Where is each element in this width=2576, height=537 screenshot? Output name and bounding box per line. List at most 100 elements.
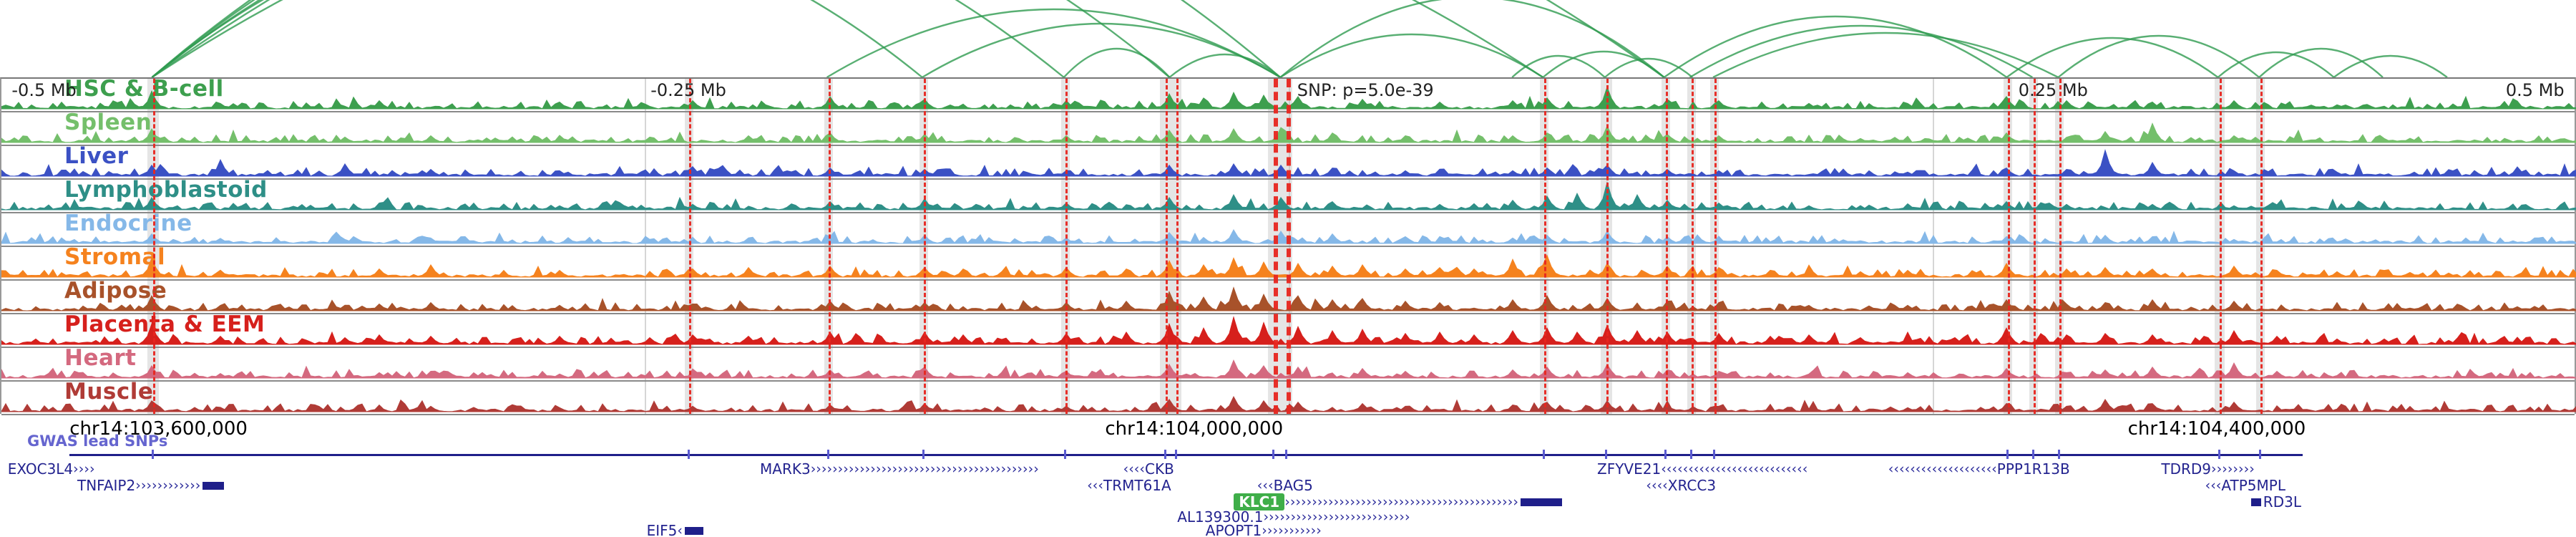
- lead-snp-dashed-line: [1287, 79, 1292, 414]
- gene-klc1: KLC1 ››››››››››››››››››››››››››››››››››››…: [1234, 493, 1564, 511]
- track-signal: [1, 86, 2576, 110]
- snp-dashed-line: [1606, 79, 1609, 414]
- gwas-lead-snps-label: GWAS lead SNPs: [27, 432, 168, 450]
- ruler-label: -0.25 Mb: [650, 80, 726, 100]
- tracks-panel: HSC & B-cell Spleen Liver Lymphoblastoid End…: [0, 76, 2576, 415]
- snp-dashed-line: [2059, 79, 2062, 414]
- gene-strand-arrows: ‹‹‹: [2205, 477, 2222, 493]
- track-label: Heart: [64, 345, 137, 371]
- snp-dashed-line: [1176, 79, 1179, 414]
- snp-dashed-line: [1544, 79, 1547, 414]
- gene-tdrd9: TDRD9 ››››››››: [2161, 460, 2254, 478]
- gene-atp5mpl: ‹‹‹ ATP5MPL: [2205, 477, 2285, 494]
- gwas-snp-tick: [1272, 450, 1275, 459]
- track-signal: [1, 316, 2576, 345]
- gene-label: ZFYVE21: [1597, 460, 1662, 478]
- interaction-arc: [1511, 54, 1606, 78]
- track-label: Placenta & EEM: [64, 311, 265, 337]
- gene-strand-arrows: ‹‹‹: [1087, 477, 1103, 493]
- interaction-arcs-panel: [151, 0, 2448, 79]
- gwas-snp-tick: [826, 450, 829, 459]
- gene-bag5: ‹‹‹ BAG5: [1257, 477, 1313, 494]
- interaction-arc: [1279, 33, 1544, 79]
- gene-strand-arrows: ‹‹‹: [1257, 477, 1274, 493]
- snp-dashed-line: [2034, 79, 2036, 414]
- gene-exon-block: [203, 481, 225, 490]
- gene-label: EIF5: [646, 522, 678, 537]
- gene-ppp1r13b: ‹‹‹‹‹‹‹‹‹‹‹‹‹‹‹‹‹‹‹‹ PPP1R13B: [1888, 460, 2070, 478]
- coordinate-label: chr14:104,000,000: [1105, 418, 1284, 440]
- track-label: Endocrine: [64, 211, 192, 236]
- gene-tnfaip2: TNFAIP2 ››››››››››››: [77, 477, 226, 494]
- gwas-snp-tick: [1604, 450, 1607, 459]
- track-signal: [1, 149, 2576, 177]
- gene-strand-arrows: ››››››››››››››››››››››››››››››››››››››››…: [1284, 493, 1518, 510]
- gwas-snp-tick: [2006, 450, 2009, 459]
- snp-dashed-line: [923, 79, 926, 414]
- gwas-snp-axis-line: [69, 454, 2303, 456]
- gene-strand-arrows: ‹‹‹‹‹‹‹‹‹‹‹‹‹‹‹‹‹‹‹‹‹‹‹‹‹‹‹: [1661, 460, 1808, 477]
- coordinate-label: chr14:104,400,000: [2127, 418, 2306, 440]
- ruler-label: SNP: p=5.0e-39: [1297, 80, 1434, 100]
- gwas-snp-tick: [2058, 450, 2061, 459]
- gene-label: PPP1R13B: [1996, 460, 2070, 478]
- gwas-snp-tick: [152, 450, 155, 459]
- coordinate-label: chr14:103,600,000: [69, 418, 248, 440]
- snp-dashed-line: [2008, 79, 2011, 414]
- gene-strand-arrows: ‹‹‹‹‹‹‹‹‹‹‹‹‹‹‹‹‹‹‹‹: [1888, 460, 1997, 477]
- snp-dashed-line: [1691, 79, 1694, 414]
- interaction-arc: [1063, 47, 1171, 78]
- gene-label: BAG5: [1273, 477, 1313, 494]
- ruler-label: 0.5 Mb: [2505, 80, 2565, 100]
- gene-label: KLC1: [1234, 493, 1285, 511]
- gene-exon-block: [1520, 498, 1562, 506]
- track-label: Liver: [64, 143, 129, 169]
- snp-dashed-line: [1166, 79, 1169, 414]
- gene-label: RD3L: [2263, 493, 2301, 511]
- track-signal: [1, 254, 2576, 278]
- gwas-snp-tick: [1689, 450, 1692, 459]
- gene-xrcc3: ‹‹‹‹ XRCC3: [1646, 477, 1717, 494]
- gene-strand-arrows: ››››››››››››: [135, 477, 201, 493]
- gene-zfyve21: ZFYVE21 ‹‹‹‹‹‹‹‹‹‹‹‹‹‹‹‹‹‹‹‹‹‹‹‹‹‹‹: [1597, 460, 1808, 478]
- interaction-arc: [1169, 53, 1281, 78]
- gene-strand-arrows: ››››››››››››››››››››››››››››››››››››››››…: [810, 460, 1039, 477]
- gene-strand-arrows: ›››››››››››››››››››››››››››: [1263, 508, 1410, 525]
- track-label: Lymphoblastoid: [64, 177, 268, 203]
- snp-dashed-line: [1665, 79, 1668, 414]
- gene-strand-arrows: ‹‹‹‹: [1123, 460, 1145, 477]
- gwas-snp-tick: [2259, 450, 2262, 459]
- gwas-snp-tick: [1713, 450, 1715, 459]
- gene-strand-arrows: ‹: [677, 522, 683, 537]
- track-label: HSC & B-cell: [64, 76, 224, 102]
- ruler-label: 0.25 Mb: [2018, 80, 2088, 100]
- interaction-arc: [2258, 47, 2384, 78]
- gene-label: TDRD9: [2161, 460, 2212, 478]
- track-signal: [1, 181, 2576, 211]
- gwas-snp-tick: [922, 450, 924, 459]
- gene-label: AL139300.1: [1177, 508, 1264, 526]
- snp-dashed-line: [2219, 79, 2222, 414]
- gene-rd3l: RD3L: [2249, 493, 2301, 511]
- ruler-label: -0.5 Mb: [11, 80, 77, 100]
- snp-dashed-line: [1714, 79, 1717, 414]
- gwas-snp-tick: [2032, 450, 2035, 459]
- gene-label: XRCC3: [1667, 477, 1717, 494]
- interaction-arc: [1279, 0, 1665, 78]
- gene-label: TNFAIP2: [77, 477, 136, 494]
- snp-dashed-line: [2260, 79, 2263, 414]
- track-label: Stromal: [64, 244, 166, 270]
- snp-dashed-line: [689, 79, 692, 414]
- interaction-arc: [1604, 57, 1693, 78]
- gene-trmt61a: ‹‹‹ TRMT61A: [1087, 477, 1171, 494]
- gwas-snp-tick: [1543, 450, 1546, 459]
- gene-strand-arrows: ››››: [73, 460, 95, 477]
- gene-exoc3l4: EXOC3L4 ››››: [8, 460, 95, 478]
- gene-exon-block: [684, 526, 703, 535]
- gene-label: APOPT1: [1205, 522, 1262, 537]
- gwas-snp-tick: [1285, 450, 1288, 459]
- gene-label: MARK3: [760, 460, 811, 478]
- gene-label: ATP5MPL: [2221, 477, 2285, 494]
- gene-strand-arrows: ‹‹‹‹: [1646, 477, 1668, 493]
